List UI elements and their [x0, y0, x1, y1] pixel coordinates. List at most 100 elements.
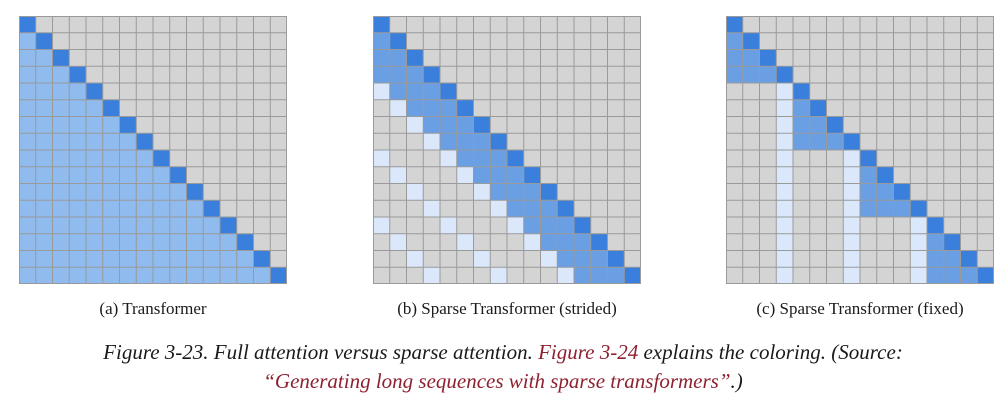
grid-cell [69, 250, 86, 268]
grid-cell [86, 267, 103, 284]
grid-cell [927, 150, 944, 167]
grid-cell [136, 49, 153, 67]
grid-cell [607, 16, 625, 33]
grid-cell [456, 49, 474, 67]
grid-cell [943, 99, 961, 117]
grid-cell [423, 116, 440, 134]
grid-cell [253, 267, 271, 284]
grid-cell [943, 200, 961, 217]
grid-cell [927, 267, 944, 284]
grid-cell [742, 250, 760, 268]
grid-cell [826, 133, 844, 150]
grid-cell [102, 267, 120, 284]
grid-cell [69, 99, 86, 117]
grid-cell [236, 49, 254, 67]
grid-cell [35, 66, 53, 83]
grid-cell [793, 233, 810, 251]
grid-cell [574, 183, 591, 201]
grid-cell [119, 250, 137, 268]
grid-cell [523, 250, 541, 268]
grid-cell [943, 49, 961, 67]
grid-cell [574, 166, 591, 184]
grid-cell [373, 250, 390, 268]
grid-cell [910, 133, 927, 150]
grid-cell [169, 267, 187, 284]
grid-cell [574, 250, 591, 268]
caption-text-1: Figure 3-23. Full attention versus spars… [103, 340, 539, 364]
grid-cell [540, 200, 558, 217]
grid-cell [860, 66, 877, 83]
grid-cell [203, 250, 220, 268]
grid-cell [759, 16, 777, 33]
grid-cell [624, 267, 641, 284]
grid-cell [186, 217, 204, 234]
grid-cell [86, 150, 103, 167]
grid-cell [977, 183, 994, 201]
grid-cell [960, 99, 978, 117]
grid-cell [893, 32, 911, 50]
grid-cell [473, 150, 491, 167]
grid-cell [742, 233, 760, 251]
grid-cell [910, 99, 927, 117]
grid-cell [893, 49, 911, 67]
grid-cell [423, 267, 440, 284]
grid-cell [35, 32, 53, 50]
grid-cell [624, 49, 641, 67]
grid-cell [220, 83, 237, 100]
grid-cell [119, 200, 137, 217]
grid-cell [119, 166, 137, 184]
grid-cell [35, 83, 53, 100]
grid-cell [52, 166, 70, 184]
grid-cell [423, 233, 440, 251]
grid-cell [490, 32, 507, 50]
grid-cell [389, 200, 407, 217]
grid-cell [590, 233, 608, 251]
grid-cell [726, 99, 743, 117]
grid-cell [52, 200, 70, 217]
grid-cell [843, 66, 860, 83]
grid-cell [843, 49, 860, 67]
grid-cell [440, 267, 457, 284]
grid-cell [910, 267, 927, 284]
grid-cell [423, 217, 440, 234]
grid-cell [574, 99, 591, 117]
grid-cell [136, 99, 153, 117]
grid-cell [270, 250, 287, 268]
figure-3-24-link[interactable]: Figure 3-24 [538, 340, 639, 364]
grid-cell [624, 166, 641, 184]
grid-cell [523, 83, 541, 100]
grid-cell [270, 183, 287, 201]
grid-cell [507, 66, 524, 83]
grid-cell [69, 267, 86, 284]
grid-cell [977, 49, 994, 67]
grid-cell [523, 133, 541, 150]
grid-cell [136, 150, 153, 167]
grid-cell [574, 267, 591, 284]
grid-cell [423, 133, 440, 150]
grid-cell [860, 166, 877, 184]
grid-cell [136, 83, 153, 100]
grid-cell [960, 200, 978, 217]
grid-cell [960, 116, 978, 134]
grid-cell [270, 233, 287, 251]
grid-cell [270, 32, 287, 50]
grid-cell [102, 217, 120, 234]
grid-cell [19, 49, 36, 67]
grid-cell [624, 133, 641, 150]
grid-cell [776, 133, 793, 150]
grid-cell [423, 83, 440, 100]
grid-cell [236, 250, 254, 268]
grid-cell [220, 183, 237, 201]
source-paper-link[interactable]: “Generating long sequences with sparse t… [263, 369, 731, 393]
grid-cell [119, 183, 137, 201]
grid-cell [557, 99, 574, 117]
grid-cell [590, 66, 608, 83]
grid-cell [102, 150, 120, 167]
grid-cell [910, 250, 927, 268]
grid-cell [220, 49, 237, 67]
grid-cell [473, 166, 491, 184]
grid-cell [826, 250, 844, 268]
grid-cell [373, 66, 390, 83]
grid-cell [270, 133, 287, 150]
grid-cell [960, 233, 978, 251]
